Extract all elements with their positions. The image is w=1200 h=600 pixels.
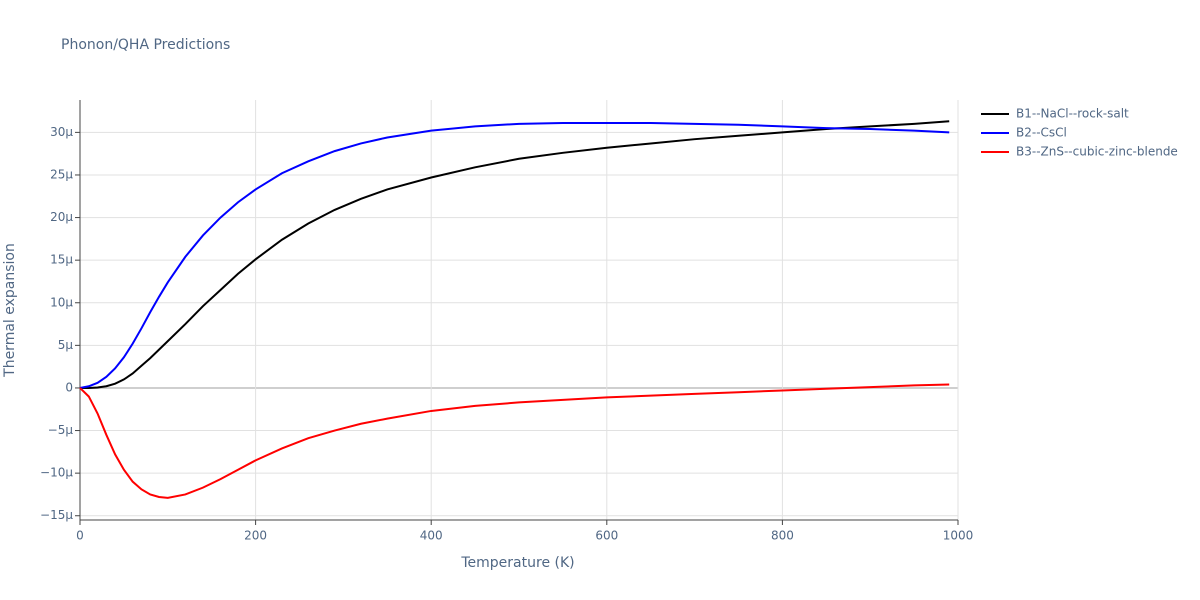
- y-tick-label: −15μ: [40, 508, 73, 522]
- y-tick-label: 25μ: [50, 167, 73, 181]
- y-axis-title: Thermal expansion: [2, 243, 18, 378]
- y-tick-label: 15μ: [50, 253, 73, 267]
- x-tick-label: 600: [595, 529, 618, 543]
- series-line: [79, 383, 950, 499]
- y-tick-label: 30μ: [50, 125, 73, 139]
- x-tick-label: 200: [244, 529, 267, 543]
- x-axis-title: Temperature (K): [460, 555, 574, 571]
- legend-label[interactable]: B1--NaCl--rock-salt: [1016, 107, 1129, 121]
- y-tick-label: 5μ: [58, 338, 74, 352]
- x-tick-label: 1000: [943, 529, 974, 543]
- series-line: [79, 122, 950, 389]
- x-tick-label: 800: [771, 529, 794, 543]
- chart-title: Phonon/QHA Predictions: [61, 37, 230, 53]
- legend-label[interactable]: B2--CsCl: [1016, 126, 1067, 140]
- y-tick-label: 10μ: [50, 295, 73, 309]
- series-line: [80, 120, 950, 389]
- legend-label[interactable]: B3--ZnS--cubic-zinc-blende: [1016, 145, 1178, 159]
- y-tick-label: 0: [65, 380, 73, 394]
- y-tick-label: 20μ: [50, 210, 73, 224]
- y-tick-label: −5μ: [48, 423, 74, 437]
- y-tick-label: −10μ: [40, 466, 73, 480]
- x-tick-label: 0: [76, 529, 84, 543]
- x-tick-label: 400: [420, 529, 443, 543]
